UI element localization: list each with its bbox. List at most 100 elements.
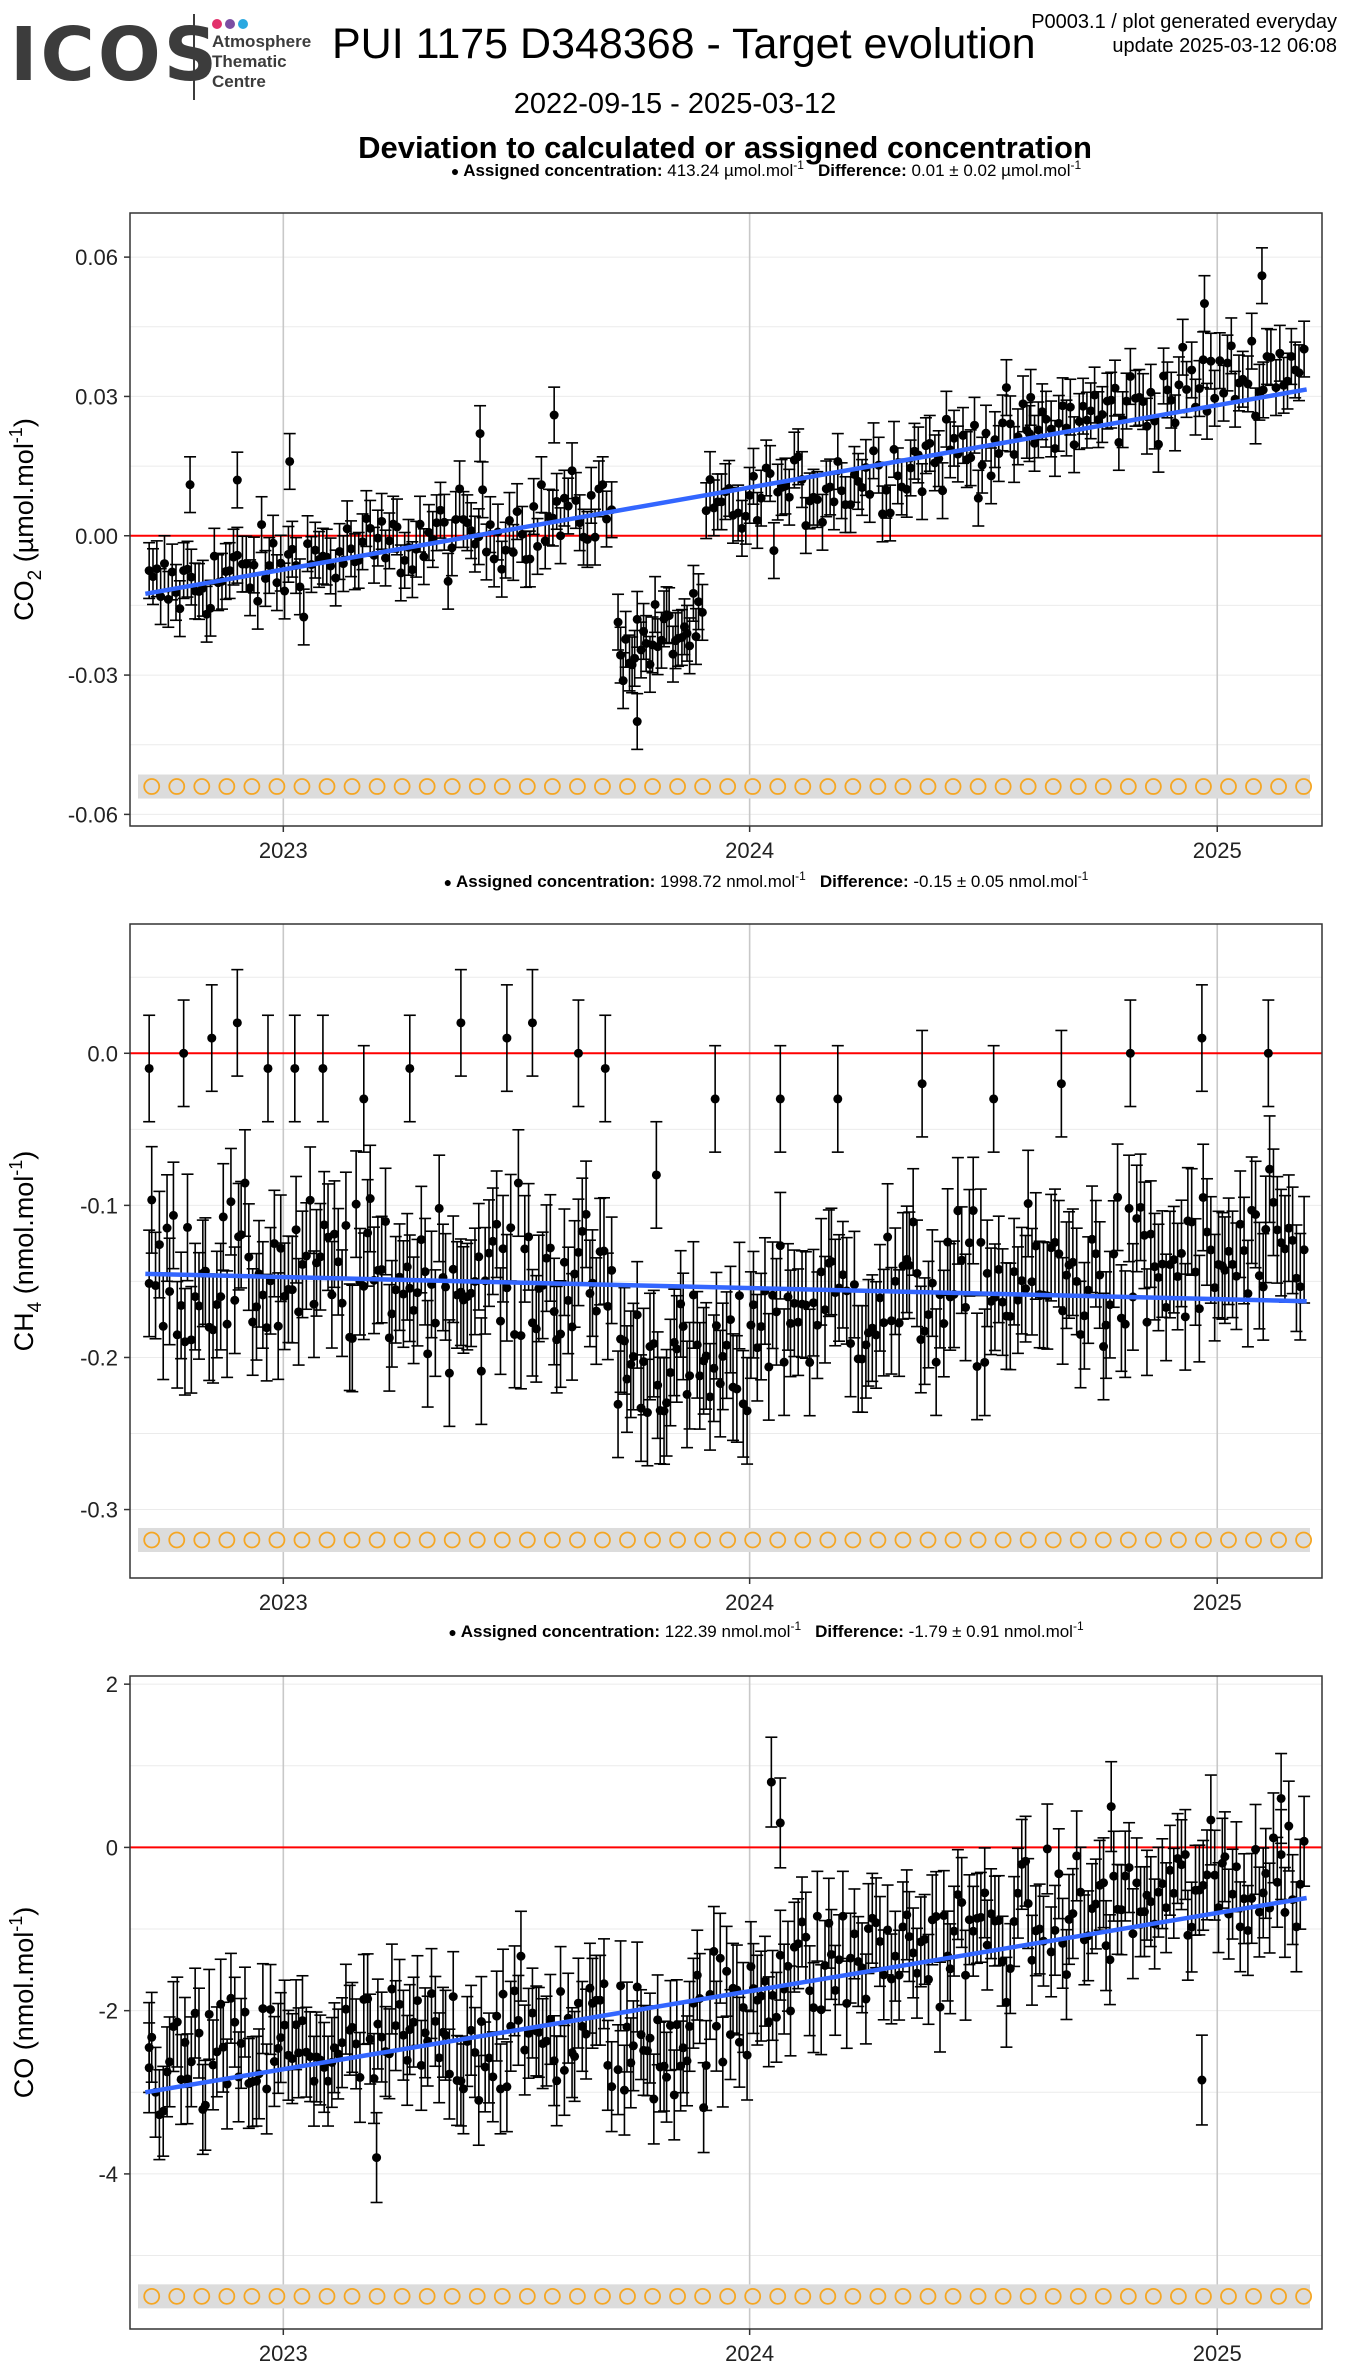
data-point: [1017, 1276, 1027, 1286]
marker-circle: [669, 778, 686, 795]
data-point: [475, 429, 485, 439]
data-point: [1222, 358, 1232, 368]
marker-circle: [669, 1531, 686, 1549]
data-point: [1128, 1929, 1138, 1939]
data-point: [337, 1298, 347, 1308]
data-point: [969, 420, 979, 430]
data-point: [923, 1974, 933, 1984]
data-point: [323, 2076, 333, 2086]
marker-circle: [1119, 1531, 1137, 1549]
data-point: [1090, 390, 1100, 400]
data-point: [1295, 1282, 1305, 1292]
data-point: [908, 1948, 918, 1958]
data-point: [672, 2020, 682, 2030]
data-point: [341, 2004, 351, 2014]
data-point: [443, 576, 453, 586]
data-point: [869, 446, 879, 456]
data-point: [949, 433, 959, 443]
logo-dot: [225, 19, 235, 29]
data-point: [688, 588, 698, 598]
data-point: [939, 1319, 949, 1329]
y-label-superscript: -1: [6, 1160, 26, 1176]
data-point: [1191, 1267, 1201, 1277]
marker-circle: [343, 778, 361, 795]
data-point: [207, 1033, 217, 1043]
data-point: [291, 1225, 301, 1235]
data-point: [857, 482, 867, 492]
data-point: [527, 2008, 537, 2018]
y-tick-label: -2: [98, 1999, 118, 2024]
marker-circle: [719, 778, 737, 795]
data-point: [1162, 385, 1172, 395]
marker-circle: [343, 1531, 361, 1549]
data-point: [303, 539, 313, 549]
data-point: [917, 487, 927, 497]
data-point: [1042, 1844, 1052, 1854]
data-point: [168, 1210, 178, 1220]
data-point: [893, 471, 903, 481]
data-point: [280, 2020, 290, 2030]
data-point: [552, 496, 562, 506]
y-label-unit: (nmol.mol: [9, 1932, 39, 2058]
legend-assigned-label: Assigned concentration:: [456, 872, 655, 891]
marker-circle: [243, 1531, 261, 1549]
data-point: [662, 1398, 672, 1408]
data-point: [384, 536, 394, 546]
plot-title: PUI 1175 D348368 - Target evolution: [332, 20, 1036, 68]
data-point: [833, 1094, 843, 1104]
data-point: [701, 2060, 711, 2070]
data-point: [1261, 1868, 1271, 1878]
data-point: [688, 1290, 698, 1300]
data-point: [556, 531, 566, 541]
data-point: [230, 1295, 240, 1305]
panel-legend: ● Assigned concentration: 413.24 µmol.mo…: [451, 158, 1082, 180]
legend-diff-value: 0.01 ± 0.02: [907, 161, 1001, 180]
y-label-species: CH: [9, 1312, 39, 1351]
data-point: [849, 1929, 859, 1939]
data-point: [1054, 1869, 1064, 1879]
marker-circle: [418, 2287, 436, 2305]
data-point: [258, 2004, 268, 2014]
data-point: [826, 1949, 836, 1959]
data-point: [222, 1319, 232, 1329]
data-point: [365, 523, 375, 533]
data-point: [258, 1290, 268, 1300]
data-point: [964, 1238, 974, 1248]
marker-circle: [819, 1531, 837, 1549]
data-point: [347, 1333, 357, 1343]
data-point: [372, 2153, 382, 2163]
data-point: [506, 1223, 516, 1233]
data-point: [1109, 1871, 1119, 1881]
data-point: [369, 2074, 379, 2084]
data-point: [927, 1278, 937, 1288]
data-point: [642, 1408, 652, 1418]
data-point: [953, 1206, 963, 1216]
data-point: [365, 1194, 375, 1204]
data-point: [478, 485, 488, 495]
data-point: [1058, 401, 1068, 411]
data-point: [1101, 1320, 1111, 1330]
data-point: [474, 1252, 484, 1262]
data-point: [347, 2022, 357, 2032]
data-point: [297, 2016, 307, 2026]
data-point: [1299, 344, 1309, 354]
data-point: [881, 485, 891, 495]
data-point: [1254, 1907, 1264, 1917]
data-point: [1124, 1863, 1134, 1873]
marker-circle: [218, 2287, 236, 2305]
marker-circle: [769, 1531, 787, 1549]
data-point: [176, 1300, 186, 1310]
y-axis-label: CH4 (nmol.mol-1): [6, 1151, 46, 1352]
data-point: [805, 1357, 815, 1367]
data-point: [1005, 1311, 1015, 1321]
data-point: [448, 1992, 458, 2002]
data-point: [1150, 1262, 1160, 1272]
data-point: [722, 1966, 732, 1976]
data-point: [498, 1989, 508, 1999]
icos-logo: ICOS Atmosphere Thematic Centre: [10, 10, 320, 102]
data-point: [717, 497, 727, 507]
data-point: [377, 516, 387, 526]
y-label-close: ): [9, 1907, 39, 1916]
data-point: [1027, 1277, 1037, 1287]
legend-unit-sup: -1: [790, 1619, 801, 1633]
